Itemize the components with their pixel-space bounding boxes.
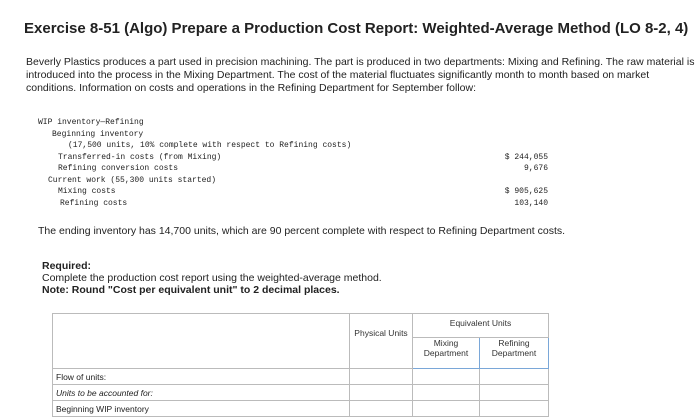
- line-label: Beginning inventory: [52, 129, 144, 139]
- inventory-line: Mixing costs $ 905,625: [38, 187, 558, 198]
- physical-header: Physical Units: [349, 313, 413, 369]
- inventory-line: (17,500 units, 10% complete with respect…: [38, 141, 558, 152]
- line-label: Refining costs: [60, 198, 128, 208]
- row-label: Flow of units:: [52, 368, 350, 385]
- input-cell: [412, 400, 480, 417]
- line-label: Refining conversion costs: [58, 164, 179, 173]
- table-row: Beginning WIP inventory: [52, 400, 549, 417]
- inventory-line: Transferred-in costs (from Mixing) $ 244,…: [38, 153, 558, 164]
- line-amount: 9,676: [523, 164, 548, 173]
- input-cell: [349, 368, 413, 385]
- input-cell: [479, 384, 549, 401]
- required-heading: Required:: [42, 260, 92, 272]
- instruction: Complete the production cost report usin…: [42, 272, 382, 284]
- table-body: Flow of units: Units to be accounted for:…: [52, 368, 549, 417]
- input-cell: [479, 400, 549, 417]
- line-label: Mixing costs: [58, 187, 116, 196]
- inventory-line: WIP inventory—Refining: [38, 118, 558, 129]
- required: Required: Complete the production cost r…: [42, 260, 382, 296]
- mixing-header: Mixing Department: [412, 337, 480, 369]
- line-label: Transferred-in costs (from Mixing): [58, 152, 222, 162]
- equivalent-header: Equivalent Units: [412, 312, 549, 339]
- input-cell: [412, 368, 480, 385]
- line-label: (17,500 units, 10% complete with respect…: [68, 141, 352, 150]
- row-label: Beginning WIP inventory: [52, 400, 350, 417]
- table-row: Units to be accounted for:: [52, 384, 549, 401]
- inventory-line: Refining costs 103,140: [38, 199, 558, 210]
- inventory-line: Refining conversion costs 9,676: [38, 164, 558, 175]
- inventory-line: Current work (55,300 units started): [38, 176, 558, 187]
- line-label: WIP inventory—Refining: [38, 118, 144, 127]
- inventory-line: Beginning inventory: [38, 130, 558, 141]
- inventory-block: WIP inventory—Refining Beginning inventor…: [38, 118, 558, 218]
- line-amount: $ 905,625: [504, 187, 548, 196]
- blank-header: [52, 313, 350, 369]
- title: Exercise 8-51 (Algo) Prepare a Productio…: [24, 20, 689, 37]
- table-row: Flow of units:: [52, 368, 549, 385]
- row-label: Units to be accounted for:: [52, 384, 350, 401]
- cost-report-table: Physical Units Equivalent Units Mixing D…: [52, 312, 549, 417]
- intro: Beverly Plastics produces a part used in…: [26, 56, 695, 94]
- input-cell: [349, 384, 413, 401]
- input-cell: [479, 368, 549, 385]
- ending-note: The ending inventory has 14,700 units, w…: [38, 225, 566, 237]
- refining-header: Refining Department: [479, 337, 549, 369]
- line-amount: $ 244,055: [504, 152, 548, 162]
- line-label: Current work (55,300 units started): [48, 175, 217, 185]
- note: Note: Round "Cost per equivalent unit" t…: [42, 284, 340, 296]
- line-amount: 103,140: [514, 198, 548, 208]
- input-cell: [349, 400, 413, 417]
- input-cell: [412, 384, 480, 401]
